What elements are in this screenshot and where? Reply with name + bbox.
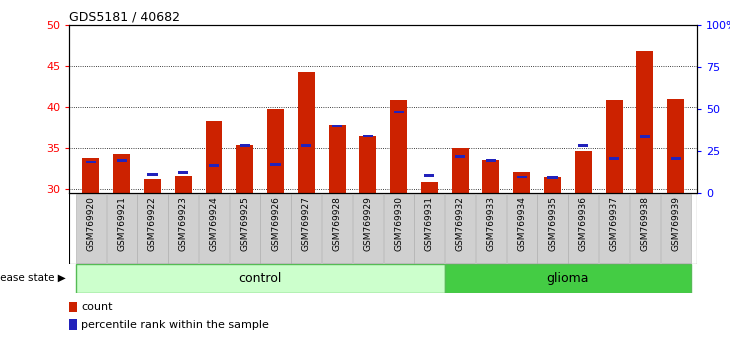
Bar [483, 160, 499, 193]
Text: GSM769939: GSM769939 [671, 196, 680, 251]
Text: control: control [239, 272, 282, 285]
Bar [353, 194, 383, 263]
Bar [661, 194, 691, 263]
Text: GSM769926: GSM769926 [271, 196, 280, 251]
Text: GSM769938: GSM769938 [640, 196, 649, 251]
Bar [267, 109, 284, 193]
Text: GSM769928: GSM769928 [333, 196, 342, 251]
Bar [291, 194, 321, 263]
Bar [86, 161, 96, 164]
Text: GSM769920: GSM769920 [86, 196, 96, 251]
Bar [206, 121, 223, 193]
Bar [637, 51, 653, 193]
Bar [578, 144, 588, 147]
Bar [144, 179, 161, 193]
Text: GSM769923: GSM769923 [179, 196, 188, 251]
Bar [609, 158, 619, 160]
Text: GSM769936: GSM769936 [579, 196, 588, 251]
Bar [113, 154, 130, 193]
Bar [445, 194, 475, 263]
Text: percentile rank within the sample: percentile rank within the sample [81, 320, 269, 330]
Bar [421, 182, 438, 193]
Bar [199, 194, 229, 263]
Bar [390, 100, 407, 193]
Bar [575, 151, 592, 193]
Bar [667, 99, 684, 193]
Text: GSM769931: GSM769931 [425, 196, 434, 251]
Bar [639, 135, 650, 138]
Bar [544, 177, 561, 193]
Bar [82, 158, 99, 193]
Bar [630, 194, 660, 263]
Text: GSM769925: GSM769925 [240, 196, 249, 251]
Bar [237, 145, 253, 193]
Bar [513, 172, 530, 193]
Bar [298, 72, 315, 193]
Bar [322, 194, 352, 263]
Bar [359, 136, 377, 193]
Text: GSM769937: GSM769937 [610, 196, 618, 251]
Text: GSM769933: GSM769933 [486, 196, 496, 251]
Text: GSM769929: GSM769929 [364, 196, 372, 251]
Bar [137, 194, 167, 263]
Bar [383, 194, 414, 263]
Text: GSM769924: GSM769924 [210, 196, 218, 251]
Bar [75, 264, 445, 293]
Bar [107, 194, 137, 263]
Bar [486, 159, 496, 162]
Bar [209, 164, 219, 167]
Bar [174, 176, 192, 193]
Text: GSM769932: GSM769932 [456, 196, 465, 251]
Bar [168, 194, 199, 263]
Text: GSM769927: GSM769927 [301, 196, 311, 251]
Text: GSM769922: GSM769922 [148, 196, 157, 251]
Text: GSM769930: GSM769930 [394, 196, 403, 251]
Bar [445, 264, 691, 293]
Bar [599, 194, 629, 263]
Text: GDS5181 / 40682: GDS5181 / 40682 [69, 10, 180, 23]
Bar [328, 125, 345, 193]
Bar [363, 135, 373, 137]
Bar [393, 111, 404, 113]
Bar [239, 144, 250, 147]
Bar [332, 125, 342, 127]
Bar [476, 194, 506, 263]
Bar [424, 174, 434, 177]
Text: count: count [81, 302, 112, 312]
Bar [671, 158, 680, 160]
Text: glioma: glioma [547, 272, 589, 285]
Text: GSM769921: GSM769921 [118, 196, 126, 251]
Bar [230, 194, 260, 263]
Bar [548, 176, 558, 179]
Bar [507, 194, 537, 263]
Text: disease state ▶: disease state ▶ [0, 273, 66, 283]
Bar [452, 148, 469, 193]
Bar [69, 319, 77, 330]
Bar [415, 194, 445, 263]
Bar [537, 194, 568, 263]
Bar [147, 173, 158, 176]
Text: GSM769934: GSM769934 [518, 196, 526, 251]
Bar [455, 155, 465, 158]
Bar [568, 194, 599, 263]
Text: GSM769935: GSM769935 [548, 196, 557, 251]
Bar [301, 144, 312, 147]
Bar [270, 163, 280, 166]
Bar [261, 194, 291, 263]
Bar [69, 302, 77, 312]
Bar [178, 171, 188, 174]
Bar [606, 100, 623, 193]
Bar [117, 159, 127, 162]
Bar [76, 194, 106, 263]
Bar [517, 176, 527, 178]
